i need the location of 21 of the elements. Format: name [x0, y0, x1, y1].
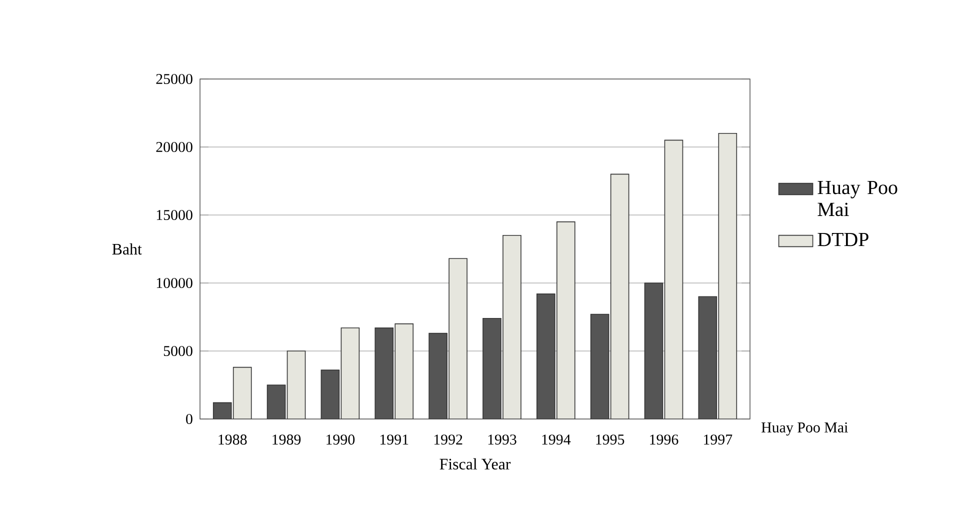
- x-tick-label: 1993: [488, 434, 516, 445]
- x-tick-label: 1994: [542, 434, 571, 445]
- x-tick-label: 1989: [272, 434, 301, 445]
- y-tick-label: 20000: [156, 142, 192, 152]
- legend-label: Huay Poo Mai: [818, 180, 898, 216]
- x-tick-label: 1991: [380, 434, 408, 445]
- y-tick-label: 10000: [156, 278, 192, 288]
- x-tick-label: 1995: [596, 434, 624, 445]
- x-tick-label: 1990: [326, 434, 355, 445]
- y-tick-label: 0: [186, 414, 192, 424]
- x-tick-label: 1992: [434, 434, 462, 445]
- x-tick-label: 1997: [704, 434, 732, 445]
- x-tick-label: 1988: [218, 434, 247, 445]
- text: Huay Poo Mai: [761, 422, 848, 436]
- y-tick-label: 5000: [164, 346, 192, 356]
- y-tick-label: 15000: [156, 210, 192, 220]
- x-tick-label: 1996: [650, 434, 678, 445]
- y-axis-title: Baht: [112, 243, 142, 255]
- legend-label: DTDP: [818, 232, 868, 246]
- y-tick-label: 25000: [156, 74, 192, 84]
- x-axis-title: Fiscal Year: [440, 458, 511, 470]
